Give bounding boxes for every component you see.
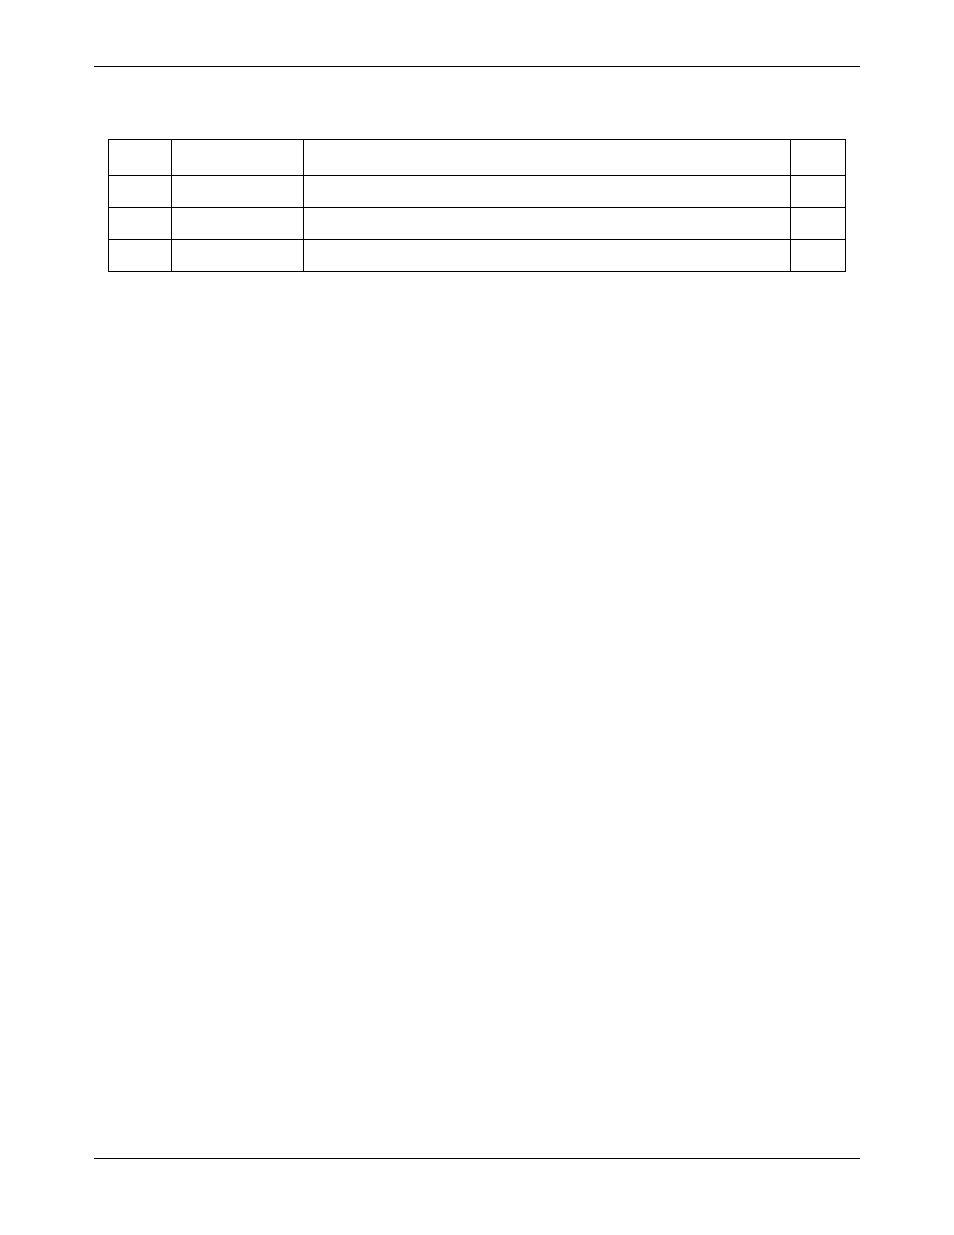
- table-cell: [304, 140, 790, 176]
- table-row: [109, 140, 846, 176]
- table-cell: [304, 208, 790, 240]
- table-cell: [171, 240, 304, 272]
- data-table-container: [108, 139, 846, 272]
- table-cell: [109, 176, 172, 208]
- table-row: [109, 240, 846, 272]
- page-content: [94, 58, 860, 1177]
- table-cell: [109, 140, 172, 176]
- table-cell: [171, 140, 304, 176]
- table-cell: [171, 208, 304, 240]
- data-table: [108, 139, 846, 272]
- table-cell: [109, 208, 172, 240]
- footer-rule: [94, 1158, 860, 1159]
- table-cell: [790, 140, 845, 176]
- table-cell: [304, 240, 790, 272]
- table-cell: [304, 176, 790, 208]
- table-cell: [109, 240, 172, 272]
- table-row: [109, 208, 846, 240]
- table-cell: [790, 176, 845, 208]
- header-rule: [94, 66, 860, 67]
- table-cell: [790, 240, 845, 272]
- table-row: [109, 176, 846, 208]
- table-cell: [171, 176, 304, 208]
- table-cell: [790, 208, 845, 240]
